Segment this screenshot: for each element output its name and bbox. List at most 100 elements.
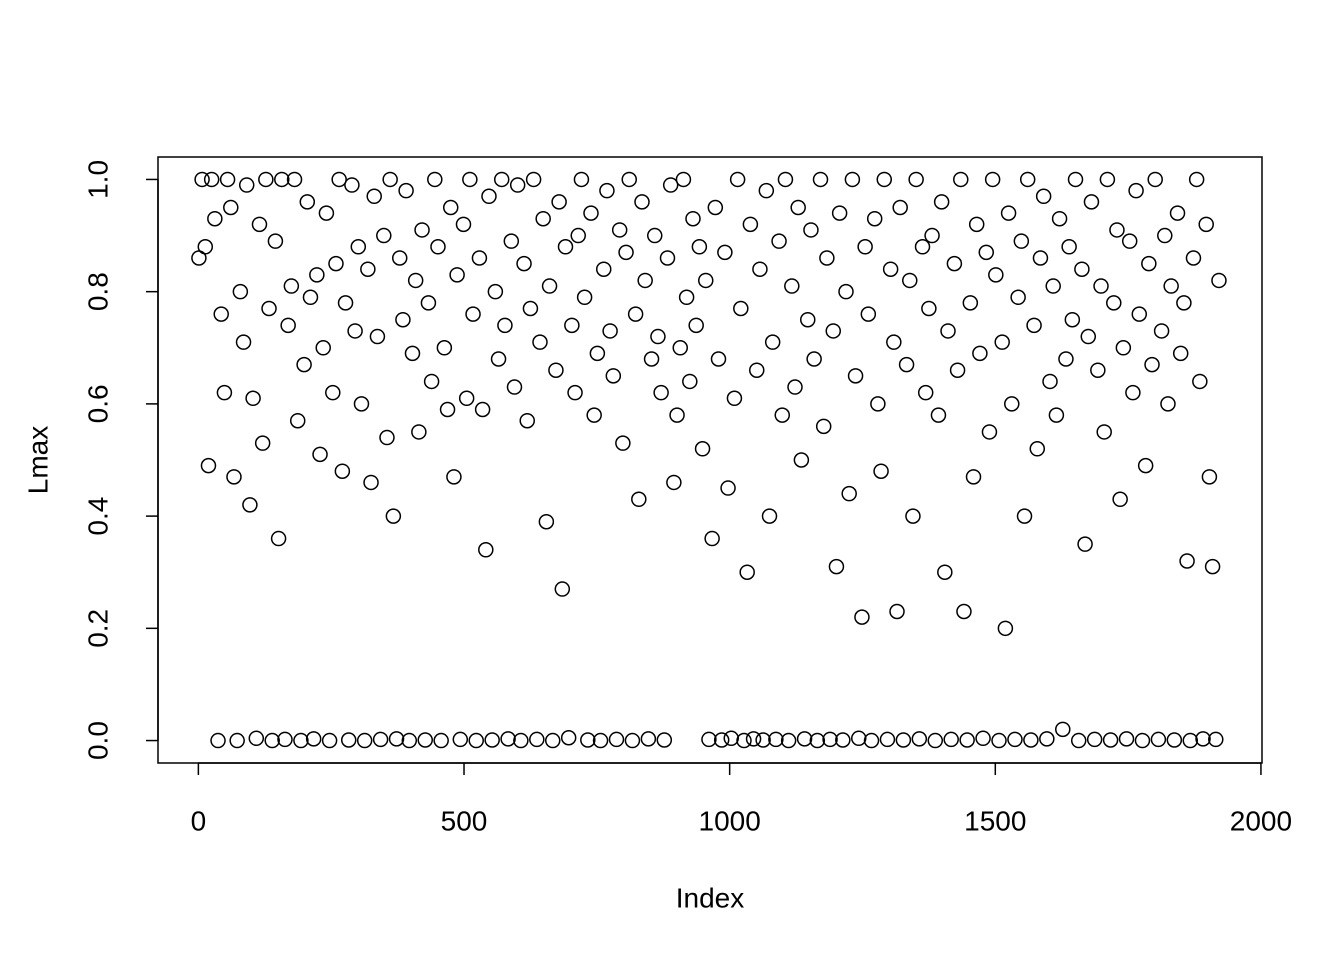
point — [1023, 732, 1039, 748]
point — [1121, 233, 1138, 249]
point — [305, 731, 322, 747]
point — [465, 306, 481, 322]
point — [768, 731, 784, 748]
point — [557, 239, 574, 255]
point — [1198, 216, 1214, 233]
point — [564, 317, 580, 334]
point — [238, 177, 255, 193]
point — [376, 227, 392, 244]
point — [653, 384, 669, 401]
point — [621, 171, 637, 188]
point — [509, 177, 526, 193]
point — [876, 171, 893, 188]
point — [497, 317, 513, 334]
point — [442, 199, 459, 216]
point — [200, 457, 217, 474]
point — [277, 731, 293, 748]
point — [449, 267, 465, 283]
point — [793, 452, 810, 468]
point — [385, 508, 402, 524]
point — [213, 306, 229, 322]
x-tick-label: 500 — [441, 805, 488, 836]
point — [1166, 732, 1183, 748]
point — [631, 491, 647, 508]
point — [991, 732, 1007, 749]
point — [812, 171, 829, 188]
point — [688, 317, 704, 334]
point — [761, 508, 778, 524]
point — [713, 732, 730, 748]
point — [984, 171, 1001, 188]
point — [344, 177, 360, 193]
point — [911, 731, 928, 747]
point — [866, 210, 883, 227]
point — [965, 469, 982, 485]
point — [350, 239, 367, 255]
point — [538, 513, 555, 530]
point — [978, 244, 995, 261]
point — [420, 295, 437, 311]
point — [908, 171, 924, 188]
point — [937, 564, 953, 580]
point — [436, 340, 453, 356]
point — [337, 295, 354, 311]
point — [1172, 345, 1189, 362]
point — [229, 732, 245, 749]
point — [1090, 362, 1106, 378]
point — [516, 255, 532, 272]
point — [1010, 289, 1026, 306]
point — [573, 171, 590, 188]
point — [755, 732, 771, 748]
point — [560, 730, 577, 746]
point — [1185, 250, 1202, 266]
point — [806, 351, 822, 367]
point — [340, 732, 357, 748]
point — [433, 732, 449, 749]
point — [981, 424, 998, 440]
point — [895, 732, 912, 748]
point — [1026, 317, 1042, 334]
point — [870, 396, 886, 412]
point — [328, 255, 344, 272]
point — [723, 730, 740, 747]
point — [749, 362, 765, 378]
point — [254, 435, 271, 451]
point — [506, 379, 523, 395]
point — [522, 300, 539, 317]
point — [372, 731, 389, 748]
point — [605, 368, 622, 384]
point — [608, 731, 625, 748]
point — [1192, 373, 1208, 390]
point — [882, 261, 899, 277]
point — [296, 356, 312, 373]
point — [822, 731, 838, 748]
point — [264, 732, 280, 749]
point — [382, 171, 398, 188]
point — [847, 368, 864, 384]
point — [414, 222, 430, 238]
point — [395, 311, 411, 328]
point — [353, 396, 370, 412]
point — [1125, 384, 1141, 401]
point — [819, 250, 835, 266]
x-tick-label: 1500 — [964, 805, 1026, 836]
point — [650, 328, 666, 345]
point — [784, 278, 800, 294]
point — [634, 194, 650, 210]
point — [701, 731, 717, 748]
point — [430, 239, 446, 255]
point — [921, 300, 937, 317]
point — [790, 199, 806, 216]
point — [567, 384, 583, 401]
point — [873, 463, 889, 479]
point — [946, 255, 963, 272]
point — [975, 730, 991, 747]
point — [1195, 731, 1211, 747]
point — [481, 188, 497, 205]
point — [513, 732, 529, 749]
point — [1045, 278, 1061, 294]
point — [1163, 278, 1179, 294]
point — [468, 732, 484, 749]
point — [223, 199, 239, 216]
